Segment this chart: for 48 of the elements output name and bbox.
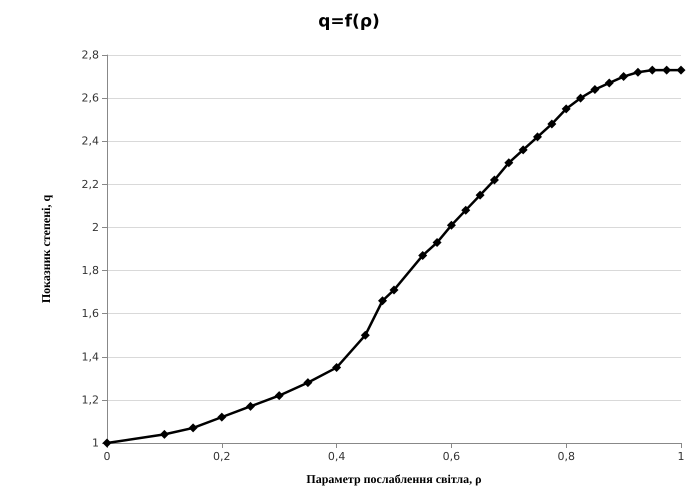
y-tick-label: 1,8 <box>82 264 99 278</box>
point <box>476 190 485 200</box>
point <box>160 430 169 439</box>
point <box>662 66 672 75</box>
point <box>576 94 586 103</box>
point <box>378 296 388 306</box>
point <box>332 363 342 372</box>
y-tick-label: 1,2 <box>82 393 99 406</box>
point <box>188 423 198 432</box>
x-tick-label: 0,6 <box>442 450 460 463</box>
x-axis-title: Параметр послаблення світла, ρ <box>306 472 482 486</box>
chart-title: q=f(ρ) <box>318 12 380 32</box>
point <box>217 412 226 422</box>
y-tick-label: 1,4 <box>82 350 99 364</box>
y-tick-label: 1,6 <box>82 307 99 320</box>
y-tick-label: 2 <box>92 220 99 234</box>
x-tick-label: 0,2 <box>213 450 231 463</box>
y-tick-label: 2,6 <box>82 92 99 105</box>
point <box>633 68 642 77</box>
point <box>590 84 600 94</box>
point <box>504 158 514 168</box>
point <box>303 378 312 388</box>
point <box>446 220 456 230</box>
point <box>490 176 499 185</box>
y-tick-label: 2,2 <box>82 178 99 191</box>
point <box>432 238 442 248</box>
point <box>461 206 470 215</box>
y-axis-title: Показник степені, q <box>39 194 53 304</box>
point <box>360 330 370 340</box>
point <box>418 250 428 260</box>
y-tick-label: 2,4 <box>82 134 99 148</box>
x-tick-label: 0,4 <box>328 450 346 463</box>
point <box>246 402 255 411</box>
y-tick-label: 2,8 <box>82 48 99 62</box>
point <box>274 391 284 400</box>
point <box>648 66 657 75</box>
point <box>604 78 614 88</box>
x-tick-label: 0,8 <box>557 450 575 463</box>
point <box>619 72 628 82</box>
point <box>518 145 528 154</box>
y-tick-label: 1 <box>92 436 99 450</box>
point <box>676 66 686 75</box>
point <box>390 285 398 294</box>
point <box>533 132 542 142</box>
point <box>547 119 556 128</box>
x-tick-label: 0 <box>104 450 110 463</box>
point <box>562 104 571 114</box>
x-tick-label: 1 <box>678 450 684 463</box>
